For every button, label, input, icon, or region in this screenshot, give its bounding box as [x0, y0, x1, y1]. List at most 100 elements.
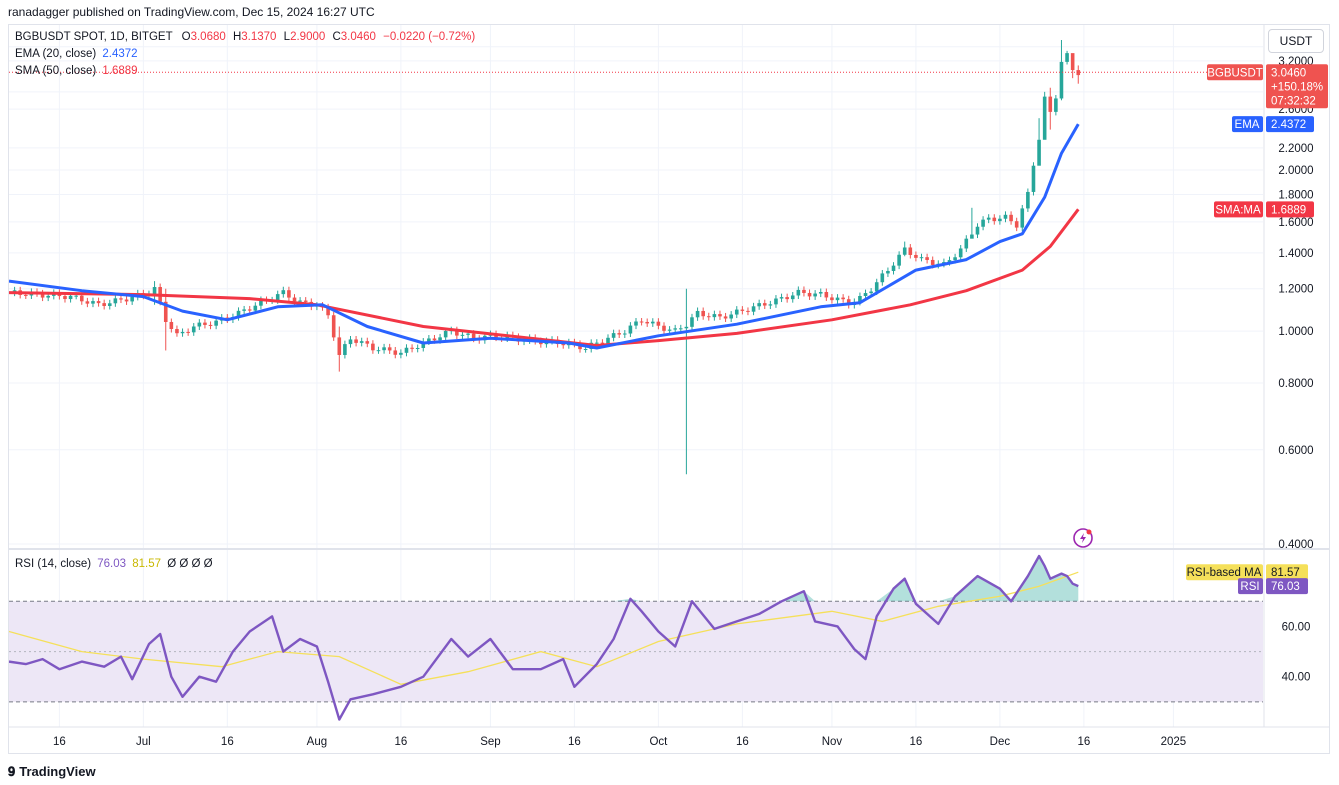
price-tags: BGBUSDT 3.0460 +150.18% 07:32:32 EMA 2.4372 SM…: [1186, 64, 1328, 595]
candle-body: [846, 299, 851, 306]
time-tick-label: 16: [1077, 736, 1090, 748]
candle-body: [667, 329, 672, 331]
candle-body: [471, 333, 476, 339]
candle-body: [102, 303, 106, 306]
candle-body: [891, 265, 896, 271]
candle-body: [259, 299, 263, 306]
time-tick-label: 16: [221, 736, 234, 748]
candle-body: [298, 300, 302, 302]
candle-body: [186, 331, 190, 333]
candle-body: [387, 347, 392, 351]
candle-body: [236, 310, 241, 318]
candle-body: [1059, 61, 1064, 99]
candle-body: [600, 342, 605, 344]
ema-tag-label: EMA: [1235, 119, 1260, 131]
ema-tag-value: 2.4372: [1271, 119, 1306, 131]
ema-line: [9, 123, 1080, 350]
candle-body: [785, 297, 789, 300]
rsi-legend-label: RSI (14, close): [15, 558, 92, 570]
candle-body: [214, 320, 218, 326]
rsi-legend-value: 76.03: [97, 558, 127, 570]
candle-body: [986, 217, 991, 220]
candle-body: [880, 273, 885, 283]
candle-body: [583, 348, 588, 350]
candle-body: [169, 321, 174, 330]
candle-body: [634, 321, 638, 326]
candle-body: [253, 305, 258, 311]
candle-body: [673, 328, 677, 330]
candle-body: [1048, 96, 1053, 112]
candle-body: [701, 310, 705, 317]
sma-legend[interactable]: SMA (50, close) 1.6889: [15, 65, 138, 77]
price-tick-label: 1.0000: [1278, 326, 1313, 338]
tradingview-logo-icon: 𝟗: [8, 764, 16, 779]
last-price-value: 3.0460: [1271, 67, 1306, 79]
candle-body: [203, 322, 207, 325]
candle-body: [23, 294, 28, 296]
candle-body: [191, 326, 196, 333]
rsi-tag-label: RSI: [1240, 581, 1259, 593]
candle-body: [639, 321, 644, 323]
rsi-ma-value-tag: [1266, 564, 1308, 581]
candle-body: [107, 303, 112, 306]
time-tick-label: Nov: [822, 736, 843, 748]
candle-body: [337, 337, 342, 355]
ema-legend[interactable]: EMA (20, close) 2.4372: [15, 48, 138, 60]
currency-button[interactable]: USDT: [1268, 29, 1324, 53]
candle-body: [303, 300, 308, 302]
candle-body: [242, 309, 246, 311]
candle-body: [130, 296, 134, 302]
candle-body: [247, 309, 252, 311]
candle-body: [645, 321, 649, 324]
candle-body: [595, 342, 599, 344]
price-tick-label: 1.8000: [1278, 190, 1313, 202]
time-tick-label: 16: [394, 736, 407, 748]
close-label: C: [332, 31, 341, 43]
rsi-ma-tag: [1186, 564, 1263, 581]
time-tick-label: 2025: [1161, 736, 1187, 748]
candle-body: [611, 333, 616, 338]
close-value: 3.0460: [340, 31, 376, 43]
candle-body: [119, 298, 123, 300]
symbol-tag: [1207, 64, 1263, 81]
rsi-plot: [9, 554, 1079, 721]
candle-body: [790, 295, 795, 300]
rsi-tick-label: 40.00: [1282, 672, 1311, 684]
candle-body: [757, 303, 761, 307]
candle-body: [96, 301, 101, 304]
candle-body: [1076, 70, 1081, 76]
rsi-ma-tag-value: 81.57: [1271, 567, 1300, 579]
high-value: 3.1370: [241, 31, 277, 43]
candle-body: [706, 316, 711, 318]
candle-body: [438, 337, 442, 341]
low-value: 2.9000: [290, 31, 326, 43]
candle-body: [331, 315, 336, 338]
candle-body: [359, 341, 364, 343]
candle-body: [1020, 208, 1025, 228]
candle-body: [348, 339, 353, 345]
candle-body: [343, 344, 347, 355]
candle-body: [382, 347, 386, 351]
candle-body: [275, 294, 280, 301]
tradingview-branding[interactable]: 𝟗 TradingView: [8, 764, 96, 780]
open-label: O: [181, 31, 191, 43]
rsi-legend[interactable]: RSI (14, close) 76.03 81.57 Ø Ø Ø Ø: [15, 558, 213, 570]
candle-body: [650, 321, 655, 324]
rsi-tag-value: 76.03: [1271, 581, 1300, 593]
rsi-value-tag: [1266, 578, 1308, 595]
time-tick-label: 16: [53, 736, 66, 748]
price-tick-label: 0.8000: [1278, 378, 1313, 390]
candle-body: [180, 331, 185, 334]
candle-body: [46, 295, 50, 298]
flash-icon[interactable]: [1073, 528, 1093, 548]
rsi-ma-legend-value: 81.57: [132, 558, 162, 570]
symbol-name[interactable]: BGBUSDT SPOT, 1D, BITGET: [15, 31, 173, 43]
rsi-overbought-fill: [9, 556, 1079, 602]
last-price-tag: [1266, 64, 1328, 109]
sma-legend-value: 1.6889: [102, 65, 138, 77]
candle-body: [1065, 53, 1069, 62]
time-tick-label: Oct: [649, 736, 668, 748]
candle-body: [774, 298, 778, 305]
candle-body: [718, 314, 722, 317]
